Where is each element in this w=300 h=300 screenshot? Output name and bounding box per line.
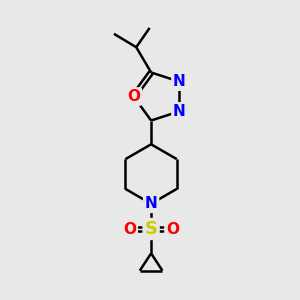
Text: N: N (145, 196, 158, 211)
Text: O: O (127, 89, 140, 104)
Text: O: O (166, 221, 179, 236)
Text: O: O (123, 221, 136, 236)
Text: S: S (145, 220, 158, 238)
Text: N: N (173, 104, 186, 119)
Text: N: N (173, 74, 186, 89)
